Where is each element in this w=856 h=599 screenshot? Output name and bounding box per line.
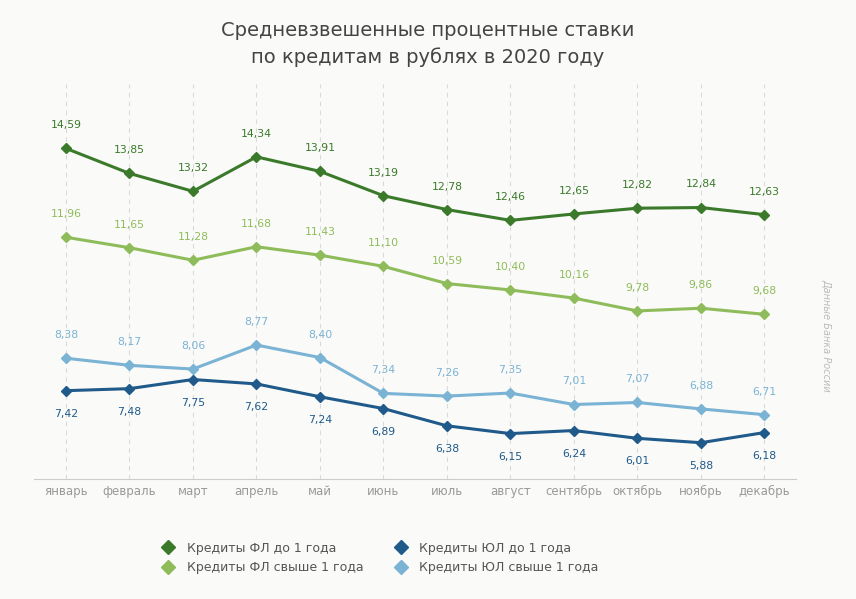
Text: 12,82: 12,82 xyxy=(621,180,653,190)
Text: 13,85: 13,85 xyxy=(114,146,145,155)
Text: 7,75: 7,75 xyxy=(181,398,205,407)
Text: 8,38: 8,38 xyxy=(54,330,78,340)
Text: 8,77: 8,77 xyxy=(244,317,269,327)
Text: 7,42: 7,42 xyxy=(54,409,78,419)
Text: 6,15: 6,15 xyxy=(498,452,522,462)
Text: 10,40: 10,40 xyxy=(495,262,526,272)
Text: 8,06: 8,06 xyxy=(181,341,205,351)
Text: 14,34: 14,34 xyxy=(241,129,272,139)
Text: 5,88: 5,88 xyxy=(689,461,713,471)
Text: 13,19: 13,19 xyxy=(368,168,399,178)
Text: 7,48: 7,48 xyxy=(117,407,141,417)
Text: 11,96: 11,96 xyxy=(51,209,81,219)
Text: 9,86: 9,86 xyxy=(689,280,713,290)
Text: 12,78: 12,78 xyxy=(431,181,462,192)
Text: 12,65: 12,65 xyxy=(558,186,590,196)
Text: 6,24: 6,24 xyxy=(562,449,586,459)
Text: 7,07: 7,07 xyxy=(625,374,650,385)
Text: Средневзвешенные процентные ставки
по кредитам в рублях в 2020 году: Средневзвешенные процентные ставки по кр… xyxy=(222,21,634,68)
Text: 12,63: 12,63 xyxy=(749,186,780,196)
Text: 9,78: 9,78 xyxy=(625,283,650,293)
Text: Данные Банка России: Данные Банка России xyxy=(821,279,831,392)
Text: 6,89: 6,89 xyxy=(372,426,395,437)
Text: 7,24: 7,24 xyxy=(308,415,332,425)
Text: 6,88: 6,88 xyxy=(689,381,713,391)
Text: 7,34: 7,34 xyxy=(372,365,395,376)
Text: 14,59: 14,59 xyxy=(51,120,81,131)
Text: 11,10: 11,10 xyxy=(368,238,399,248)
Text: 12,84: 12,84 xyxy=(686,180,716,189)
Text: 7,01: 7,01 xyxy=(562,376,586,386)
Text: 6,18: 6,18 xyxy=(752,450,776,461)
Text: 12,46: 12,46 xyxy=(495,192,526,202)
Text: 13,91: 13,91 xyxy=(305,143,336,153)
Text: 11,28: 11,28 xyxy=(177,232,209,242)
Text: 7,62: 7,62 xyxy=(244,402,269,412)
Text: 8,40: 8,40 xyxy=(308,329,332,340)
Text: 11,43: 11,43 xyxy=(305,227,336,237)
Text: 11,68: 11,68 xyxy=(241,219,272,229)
Text: 11,65: 11,65 xyxy=(114,220,145,229)
Text: 7,26: 7,26 xyxy=(435,368,459,378)
Text: 7,35: 7,35 xyxy=(498,365,522,375)
Text: 6,38: 6,38 xyxy=(435,444,459,454)
Text: 13,32: 13,32 xyxy=(177,164,209,173)
Legend: Кредиты ФЛ до 1 года, Кредиты ФЛ свыше 1 года, Кредиты ЮЛ до 1 года, Кредиты ЮЛ : Кредиты ФЛ до 1 года, Кредиты ФЛ свыше 1… xyxy=(151,537,603,579)
Text: 10,16: 10,16 xyxy=(558,270,590,280)
Text: 8,17: 8,17 xyxy=(117,337,141,347)
Text: 6,71: 6,71 xyxy=(752,386,776,397)
Text: 9,68: 9,68 xyxy=(752,286,776,297)
Text: 6,01: 6,01 xyxy=(625,456,650,467)
Text: 10,59: 10,59 xyxy=(431,256,462,265)
